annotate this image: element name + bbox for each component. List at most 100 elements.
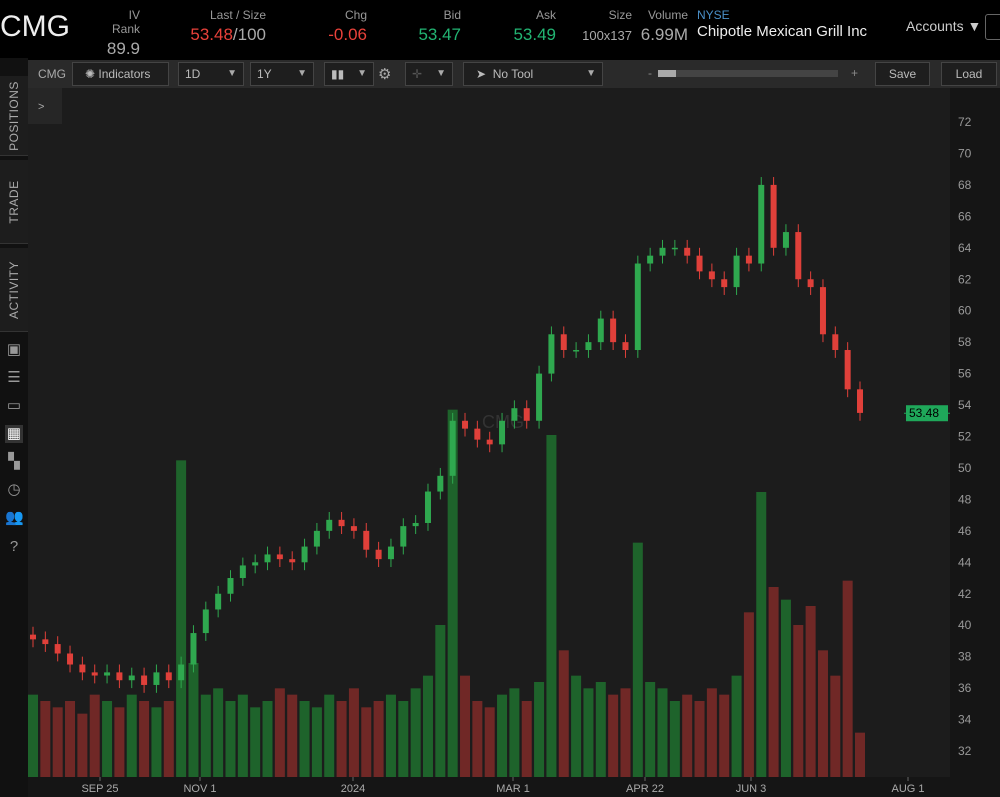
- interval-select[interactable]: 1D ▼: [178, 62, 244, 86]
- candle: [696, 255, 703, 272]
- iv-rank-value: 89.9: [106, 39, 140, 58]
- chart-box-icon[interactable]: ▣: [6, 341, 22, 358]
- company-name: Chipotle Mexican Grill Inc: [697, 23, 868, 40]
- save-button[interactable]: Save: [875, 62, 930, 86]
- volume-bar: [65, 701, 76, 777]
- y-tick-label: 36: [958, 681, 972, 695]
- accounts-dropdown[interactable]: Accounts ▼: [906, 18, 981, 34]
- crosshair-select[interactable]: ✛ ▼: [405, 62, 453, 86]
- tv-icon[interactable]: ▭: [6, 397, 22, 414]
- chart-grid-icon[interactable]: ▦: [5, 425, 23, 443]
- indicators-label: Indicators: [98, 67, 151, 81]
- volume-bar: [731, 675, 742, 777]
- candle: [363, 530, 370, 550]
- candle: [387, 546, 394, 560]
- gear-icon[interactable]: ⚙: [378, 66, 392, 83]
- x-tick-label: 2024: [341, 783, 365, 795]
- chart-toolbar: CMG ✺ Indicators 1D ▼ 1Y ▼ ▮▮ ▼ ⚙ ✛ ▼ ➤ No T…: [28, 60, 1000, 88]
- y-tick-label: 68: [958, 178, 972, 192]
- candle: [832, 334, 839, 351]
- x-tick-label: NOV 1: [183, 783, 216, 795]
- zoom-slider-handle[interactable]: [658, 70, 676, 77]
- volume-bar: [669, 701, 680, 777]
- candle: [215, 593, 222, 610]
- bid-label: Bid: [443, 8, 461, 22]
- last-label: Last / Size: [209, 8, 266, 22]
- people-icon[interactable]: 👥: [5, 509, 24, 526]
- volume-bar: [52, 707, 63, 777]
- candle: [474, 428, 481, 440]
- candle: [289, 559, 296, 563]
- candle: [758, 184, 765, 264]
- volume-bar: [472, 701, 483, 777]
- expand-button[interactable]: >: [38, 101, 44, 113]
- volume-bar: [855, 732, 865, 777]
- clock-icon[interactable]: ◷: [7, 481, 21, 498]
- candle: [511, 408, 518, 421]
- candle: [153, 672, 160, 685]
- chevron-down-icon: ▼: [586, 68, 596, 79]
- help-icon[interactable]: ?: [9, 538, 19, 555]
- x-tick-label: JUN 3: [736, 783, 767, 795]
- range-value: 1Y: [257, 67, 272, 81]
- volume-bar: [447, 409, 458, 777]
- range-select[interactable]: 1Y ▼: [250, 62, 314, 86]
- volume-bar: [139, 701, 150, 777]
- volume-bar: [460, 675, 471, 777]
- candle: [264, 554, 271, 563]
- last-price-label: 53.48: [909, 406, 939, 420]
- candle: [844, 350, 851, 390]
- volume-bar: [361, 707, 372, 777]
- zoom-out-button[interactable]: -: [648, 66, 652, 80]
- volume-bar: [706, 688, 717, 777]
- bid: Bid 53.47: [400, 8, 461, 45]
- indicators-button[interactable]: ✺ Indicators: [72, 62, 169, 86]
- price-chart[interactable]: >32 34 36 38 40 42 44 46 48 50 52 54 56 58 60 62 64 66 68 7…: [28, 88, 1000, 797]
- cursor-icon: ➤: [476, 67, 487, 81]
- candle: [585, 342, 592, 351]
- volume-bar: [336, 701, 347, 777]
- volume-bar: [595, 682, 606, 777]
- y-tick-label: 58: [958, 335, 972, 349]
- collapse-button[interactable]: [985, 14, 1000, 40]
- volume-bar: [237, 694, 248, 777]
- zoom-slider[interactable]: [658, 70, 838, 77]
- size: Size 100x137: [580, 8, 632, 43]
- volume-bar: [200, 694, 211, 777]
- candle: [313, 530, 320, 547]
- load-button[interactable]: Load: [941, 62, 997, 86]
- candle: [227, 578, 234, 594]
- candle: [116, 672, 123, 681]
- volume-bar: [274, 688, 285, 777]
- y-tick-label: 66: [958, 209, 972, 223]
- candle: [733, 255, 740, 288]
- candle: [202, 609, 209, 634]
- expand-panel: [28, 88, 62, 124]
- chart-type-select[interactable]: ▮▮ ▼: [324, 62, 374, 86]
- tab-trade[interactable]: TRADE: [0, 160, 28, 244]
- tab-label: ACTIVITY: [7, 260, 21, 319]
- volume-bar: [385, 694, 396, 777]
- tab-activity[interactable]: ACTIVITY: [0, 248, 28, 332]
- candle: [276, 554, 283, 560]
- volume-bar: [77, 713, 88, 777]
- indicators-icon: ✺: [85, 67, 96, 81]
- candle: [424, 491, 431, 523]
- volume-bar: [558, 650, 569, 777]
- toolbar-symbol: CMG: [38, 67, 66, 81]
- y-tick-label: 70: [958, 146, 972, 160]
- last-price: 53.48: [190, 25, 233, 44]
- zoom-in-button[interactable]: +: [851, 66, 859, 80]
- grid-icon[interactable]: ▚: [8, 453, 20, 470]
- volume-value: 6.99M: [640, 25, 688, 44]
- candle: [807, 279, 814, 288]
- drawing-tool-select[interactable]: ➤ No Tool ▼: [463, 62, 603, 86]
- chevron-down-icon: ▼: [227, 68, 237, 79]
- volume-bar: [311, 707, 322, 777]
- volume-bar: [373, 701, 384, 777]
- list-icon[interactable]: ☰: [7, 369, 21, 386]
- candle: [91, 672, 98, 676]
- candle: [462, 420, 469, 429]
- ask-value: 53.49: [513, 25, 556, 44]
- tab-positions[interactable]: POSITIONS: [0, 76, 28, 156]
